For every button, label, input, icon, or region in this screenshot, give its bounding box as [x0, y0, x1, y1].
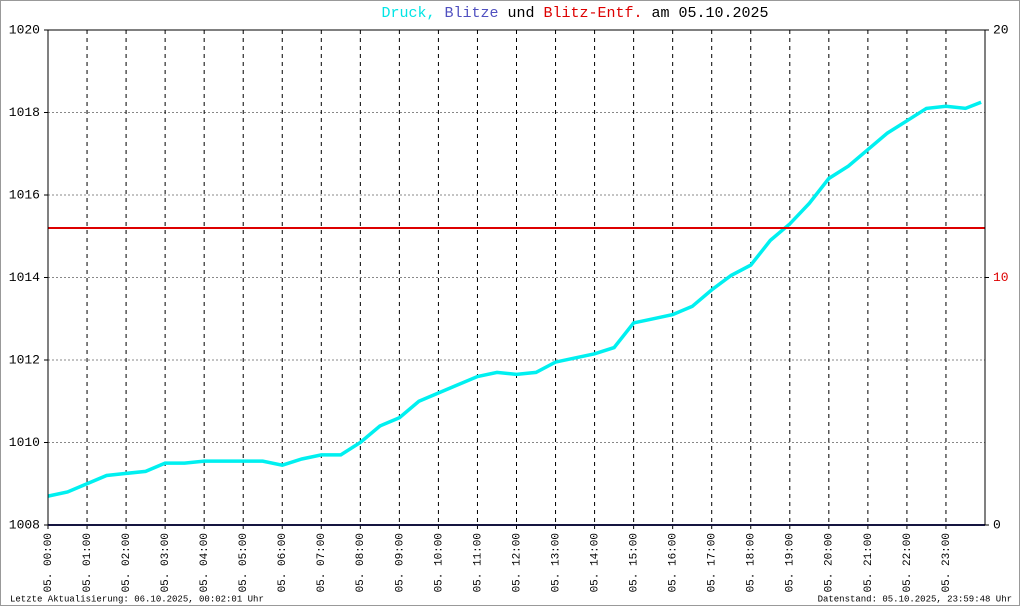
x-tick-label: 05. 01:00 [82, 533, 94, 592]
title-part: Blitz-Entf. [543, 5, 642, 22]
chart-title: Druck, Blitze und Blitz-Entf. am 05.10.2025 [381, 5, 768, 22]
x-tick-label: 05. 14:00 [589, 533, 601, 592]
y-tick-label: 1014 [9, 270, 40, 285]
x-tick-label: 05. 04:00 [199, 533, 211, 592]
y2-tick-label: 20 [993, 22, 1009, 37]
y-tick-label: 1016 [9, 187, 40, 202]
footer-left: Letzte Aktualisierung: 06.10.2025, 00:02… [10, 594, 264, 604]
x-tick-label: 05. 22:00 [902, 533, 914, 592]
y-tick-label: 1020 [9, 22, 40, 37]
title-part: Blitze [444, 5, 498, 22]
x-tick-label: 05. 07:00 [316, 533, 328, 592]
y2-tick-label: 0 [993, 517, 1001, 532]
footer-right: Datenstand: 05.10.2025, 23:59:48 Uhr [818, 594, 1012, 604]
y-tick-label: 1012 [9, 352, 40, 367]
x-tick-label: 05. 00:00 [43, 533, 55, 592]
x-tick-label: 05. 03:00 [160, 533, 172, 592]
x-tick-label: 05. 19:00 [785, 533, 797, 592]
x-tick-label: 05. 17:00 [707, 533, 719, 592]
x-tick-label: 05. 13:00 [550, 533, 562, 592]
title-part: am 05.10.2025 [652, 5, 769, 22]
x-tick-label: 05. 08:00 [355, 533, 367, 592]
x-tick-label: 05. 21:00 [863, 533, 875, 592]
plot-frame [47, 29, 986, 526]
y-tick-label: 1010 [9, 435, 40, 450]
x-tick-label: 05. 16:00 [668, 533, 680, 592]
y2-tick-label: 10 [993, 270, 1009, 285]
x-tick-label: 05. 05:00 [238, 533, 250, 592]
y-tick-label: 1018 [9, 105, 40, 120]
x-tick-label: 05. 15:00 [629, 533, 641, 592]
x-tick-label: 05. 12:00 [511, 533, 523, 592]
x-tick-label: 05. 02:00 [121, 533, 133, 592]
x-tick-label: 05. 10:00 [433, 533, 445, 592]
x-tick-label: 05. 20:00 [824, 533, 836, 592]
x-tick-label: 05. 09:00 [394, 533, 406, 592]
series-line [47, 100, 982, 498]
x-tick-label: 05. 11:00 [472, 533, 484, 592]
x-tick-label: 05. 23:00 [941, 533, 953, 592]
x-tick-label: 05. 18:00 [746, 533, 758, 592]
y-tick-label: 1008 [9, 517, 40, 532]
title-part: und [507, 5, 534, 22]
x-tick-label: 05. 06:00 [277, 533, 289, 592]
title-part: Druck, [381, 5, 435, 22]
